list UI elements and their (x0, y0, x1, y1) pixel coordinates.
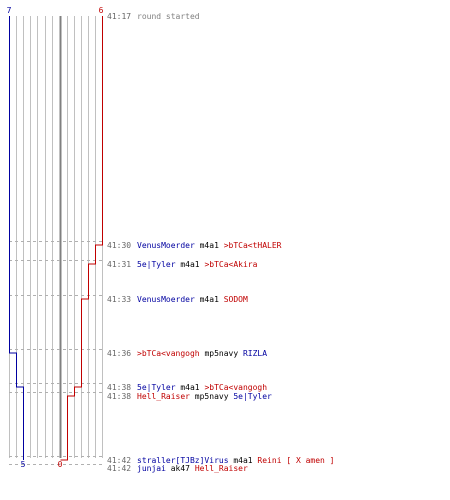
event-segment: >bTCa<vangogh (204, 383, 267, 392)
event-timestamp: 41:38 (107, 383, 131, 392)
event-line: 5e|Tyler m4a1 >bTCa<Akira (137, 260, 258, 269)
event-timestamp: 41:38 (107, 392, 131, 401)
event-segment: m4a1 (176, 383, 205, 392)
event-segment: 5e|Tyler (137, 383, 176, 392)
kill-log: 41:17 round started 41:30 VenusMoerder m4a1… (107, 12, 334, 473)
event-line: VenusMoerder m4a1 SODOM (137, 295, 248, 304)
event-line: 5e|Tyler m4a1 >bTCa<vangogh (137, 383, 267, 392)
event-timestamp: 41:33 (107, 295, 131, 304)
event-segment: Reini [ X amen ] (257, 456, 334, 465)
event-segment: RIZLA (243, 349, 267, 358)
event-line: >bTCa<vangogh mp5navy RIZLA (137, 349, 267, 358)
event-segment: >bTCa<vangogh (137, 349, 200, 358)
event-segment: mp5navy (190, 392, 233, 401)
event-timestamp: 41:31 (107, 260, 131, 269)
event-line: straller[TJBz]Virus m4a1 Reini [ X amen … (137, 456, 334, 465)
event-segment: m4a1 (195, 295, 224, 304)
event-line: VenusMoerder m4a1 >bTCa<tHALER (137, 241, 282, 250)
event-timestamp: 41:36 (107, 349, 131, 358)
event-segment: junjai (137, 464, 166, 473)
event-segment: m4a1 (195, 241, 224, 250)
event-timestamp: 41:17 (107, 12, 131, 21)
red-team-start-count: 6 (99, 6, 104, 15)
event-segment: >bTCa<tHALER (224, 241, 282, 250)
event-segment: ak47 (166, 464, 195, 473)
red-team-alive-line (60, 16, 103, 461)
event-segment: SODOM (224, 295, 248, 304)
event-segment: 5e|Tyler (233, 392, 272, 401)
event-segment: straller[TJBz]Virus (137, 456, 229, 465)
event-segment: Hell_Raiser (137, 392, 190, 401)
event-line: Hell_Raiser mp5navy 5e|Tyler (137, 392, 272, 401)
blue-team-alive-line (9, 16, 24, 460)
event-timestamp: 41:42 (107, 456, 131, 465)
event-timestamp: 41:30 (107, 241, 131, 250)
event-segment: VenusMoerder (137, 241, 195, 250)
event-segment: Hell_Raiser (195, 464, 248, 473)
event-segment: VenusMoerder (137, 295, 195, 304)
event-line: junjai ak47 Hell_Raiser (137, 464, 248, 473)
blue-team-start-count: 7 (7, 6, 12, 15)
event-segment: mp5navy (200, 349, 243, 358)
event-segment: m4a1 (176, 260, 205, 269)
event-segment: m4a1 (229, 456, 258, 465)
event-segment: >bTCa<Akira (204, 260, 257, 269)
event-segment: round started (137, 12, 200, 21)
event-line: round started (137, 12, 200, 21)
blue-team-end-count: 5 (21, 460, 26, 469)
event-timestamp: 41:42 (107, 464, 131, 473)
event-segment: 5e|Tyler (137, 260, 176, 269)
red-team-end-count: 0 (58, 460, 63, 469)
